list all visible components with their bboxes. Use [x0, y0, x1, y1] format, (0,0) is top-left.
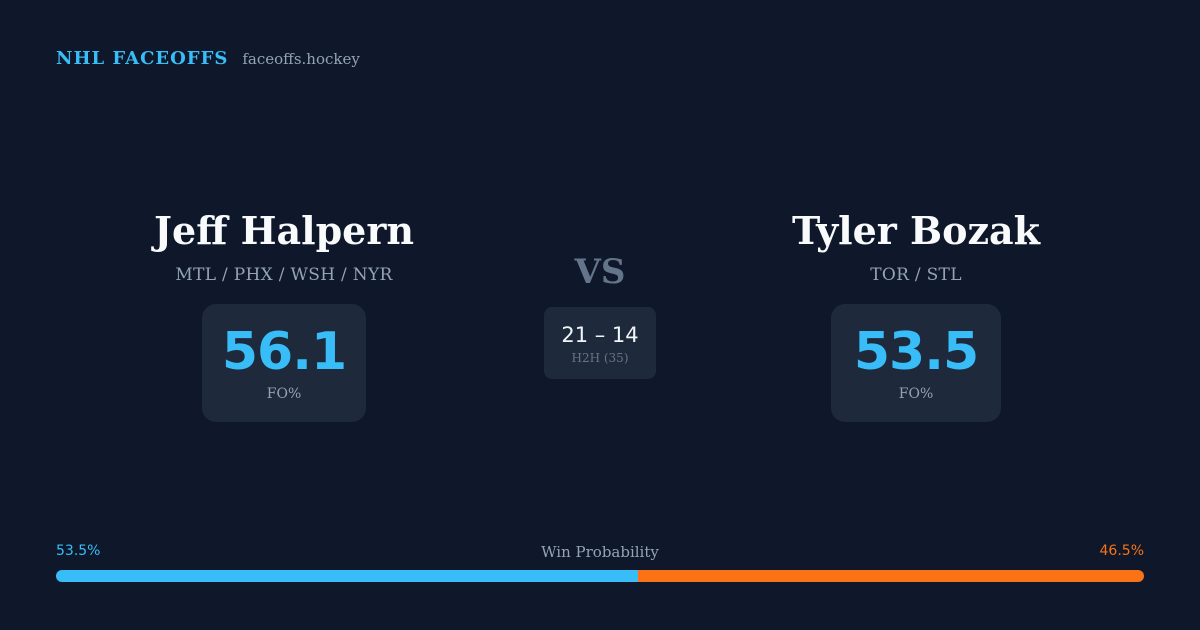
player-a-stat-box: 56.1 FO%	[202, 304, 366, 422]
player-b-stat-box: 53.5 FO%	[831, 304, 1001, 422]
player-a-fo-value: 56.1	[221, 322, 347, 382]
player-a-teams: MTL / PHX / WSH / NYR	[175, 265, 393, 285]
win-probability-labels: 53.5% Win Probability 46.5%	[56, 543, 1144, 563]
brand-name[interactable]: NHL FACEOFFS	[56, 48, 229, 69]
h2h-label: H2H (35)	[571, 350, 629, 365]
vs-label: VS	[574, 252, 626, 292]
player-b-panel: Tyler Bozak TOR / STL 53.5 FO%	[716, 206, 1116, 422]
win-probability-title: Win Probability	[541, 543, 659, 561]
player-a-win-pct: 53.5%	[56, 543, 101, 559]
h2h-score: 21 – 14	[561, 322, 639, 347]
brand-header: NHL FACEOFFS faceoffs.hockey	[56, 48, 360, 74]
player-a-win-segment	[56, 570, 639, 582]
brand-site[interactable]: faceoffs.hockey	[242, 50, 360, 68]
player-b-fo-value: 53.5	[853, 322, 979, 382]
player-a-name: Jeff Halpern	[154, 208, 414, 253]
win-probability-bar	[56, 570, 1144, 582]
player-b-name: Tyler Bozak	[791, 208, 1041, 253]
player-a-panel: Jeff Halpern MTL / PHX / WSH / NYR 56.1 …	[84, 206, 484, 422]
player-b-teams: TOR / STL	[870, 265, 962, 285]
h2h-box: 21 – 14 H2H (35)	[544, 307, 656, 379]
player-b-fo-label: FO%	[898, 386, 934, 402]
player-b-win-segment	[638, 570, 1144, 582]
player-a-fo-label: FO%	[266, 386, 302, 402]
player-b-win-pct: 46.5%	[1099, 543, 1144, 559]
